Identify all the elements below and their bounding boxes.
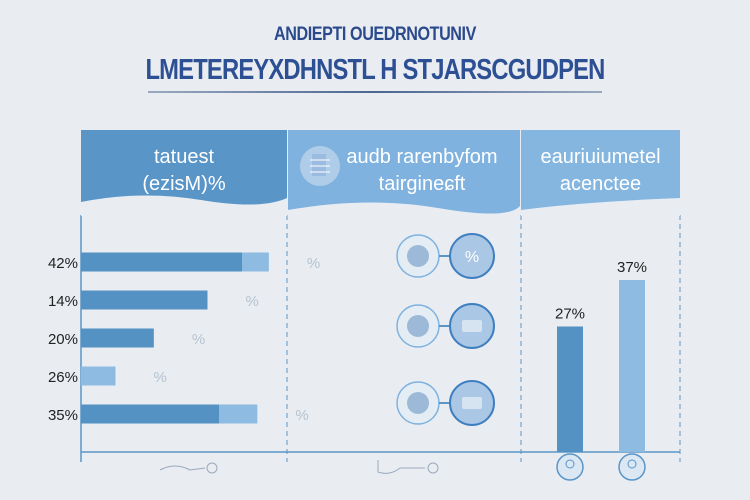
- panel-middle-line2: tairgineɕft: [378, 173, 466, 195]
- squiggle-decoration: [206, 462, 218, 474]
- bar-secondary: [219, 404, 258, 424]
- group-icon-glyph: [627, 459, 637, 469]
- person-icon: [556, 453, 584, 481]
- title-line-2: LMETEREYXDHNSTL H STJARSCGUDPEN: [145, 54, 605, 86]
- squiggle-decoration: [427, 462, 439, 474]
- title-divider: [148, 91, 602, 93]
- title-line-1: ANDIEPTI OUEDRNOTUNIV: [274, 24, 476, 45]
- vertical-bar: [557, 326, 583, 452]
- bar-label: 14%: [48, 293, 78, 310]
- people-icon-glyph: [407, 245, 429, 267]
- document-icon: [288, 146, 520, 216]
- bar-label: 20%: [48, 331, 78, 348]
- list-icon-glyph: [462, 320, 482, 332]
- chart-icon-glyph: [462, 397, 482, 409]
- ghost-label: %: [307, 255, 320, 272]
- panel-left-line2: (ezisM)%: [142, 173, 226, 195]
- ghost-label: %: [192, 331, 205, 348]
- bar-label: 26%: [48, 369, 78, 386]
- panel-header-right: eauriuiumetel acenctee: [521, 130, 680, 216]
- bar-label: 35%: [48, 407, 78, 424]
- panel-middle-line1: audb rarenbyfom: [346, 146, 498, 168]
- ghost-label: %: [246, 293, 259, 310]
- panel-left-line1: tatuest: [153, 146, 215, 168]
- wave-decoration: [81, 195, 287, 216]
- bar-primary: [81, 404, 219, 424]
- ghost-label: %: [295, 407, 308, 424]
- bar-label: 42%: [48, 255, 78, 272]
- team-icon-glyph: [407, 315, 429, 337]
- group-icon: [618, 453, 646, 481]
- vertical-bar: [619, 280, 645, 452]
- panel-right-line1: eauriuiumetel: [540, 146, 661, 168]
- wave-decoration: [521, 198, 680, 216]
- bar-primary: [81, 290, 208, 310]
- bar-secondary: [242, 252, 269, 272]
- panel-header-left: tatuest (ezisM)%: [81, 130, 287, 216]
- percent-glyph: %: [465, 249, 479, 266]
- vertical-bar-label: 37%: [617, 259, 647, 276]
- bar-primary: [81, 328, 154, 348]
- ghost-label: %: [154, 369, 167, 386]
- person-icon-glyph: [565, 459, 575, 469]
- squiggle-decoration: [159, 465, 206, 471]
- bar-primary: [81, 252, 242, 272]
- percent-icon: [449, 233, 495, 279]
- bar-secondary: [81, 366, 116, 386]
- panel-header-middle: audb rarenbyfom tairgineɕft: [288, 130, 520, 216]
- person-icon-glyph: [407, 392, 429, 414]
- vertical-bar-label: 27%: [555, 305, 585, 322]
- panel-right-line2: acenctee: [559, 173, 642, 195]
- squiggle-decoration: [377, 460, 425, 474]
